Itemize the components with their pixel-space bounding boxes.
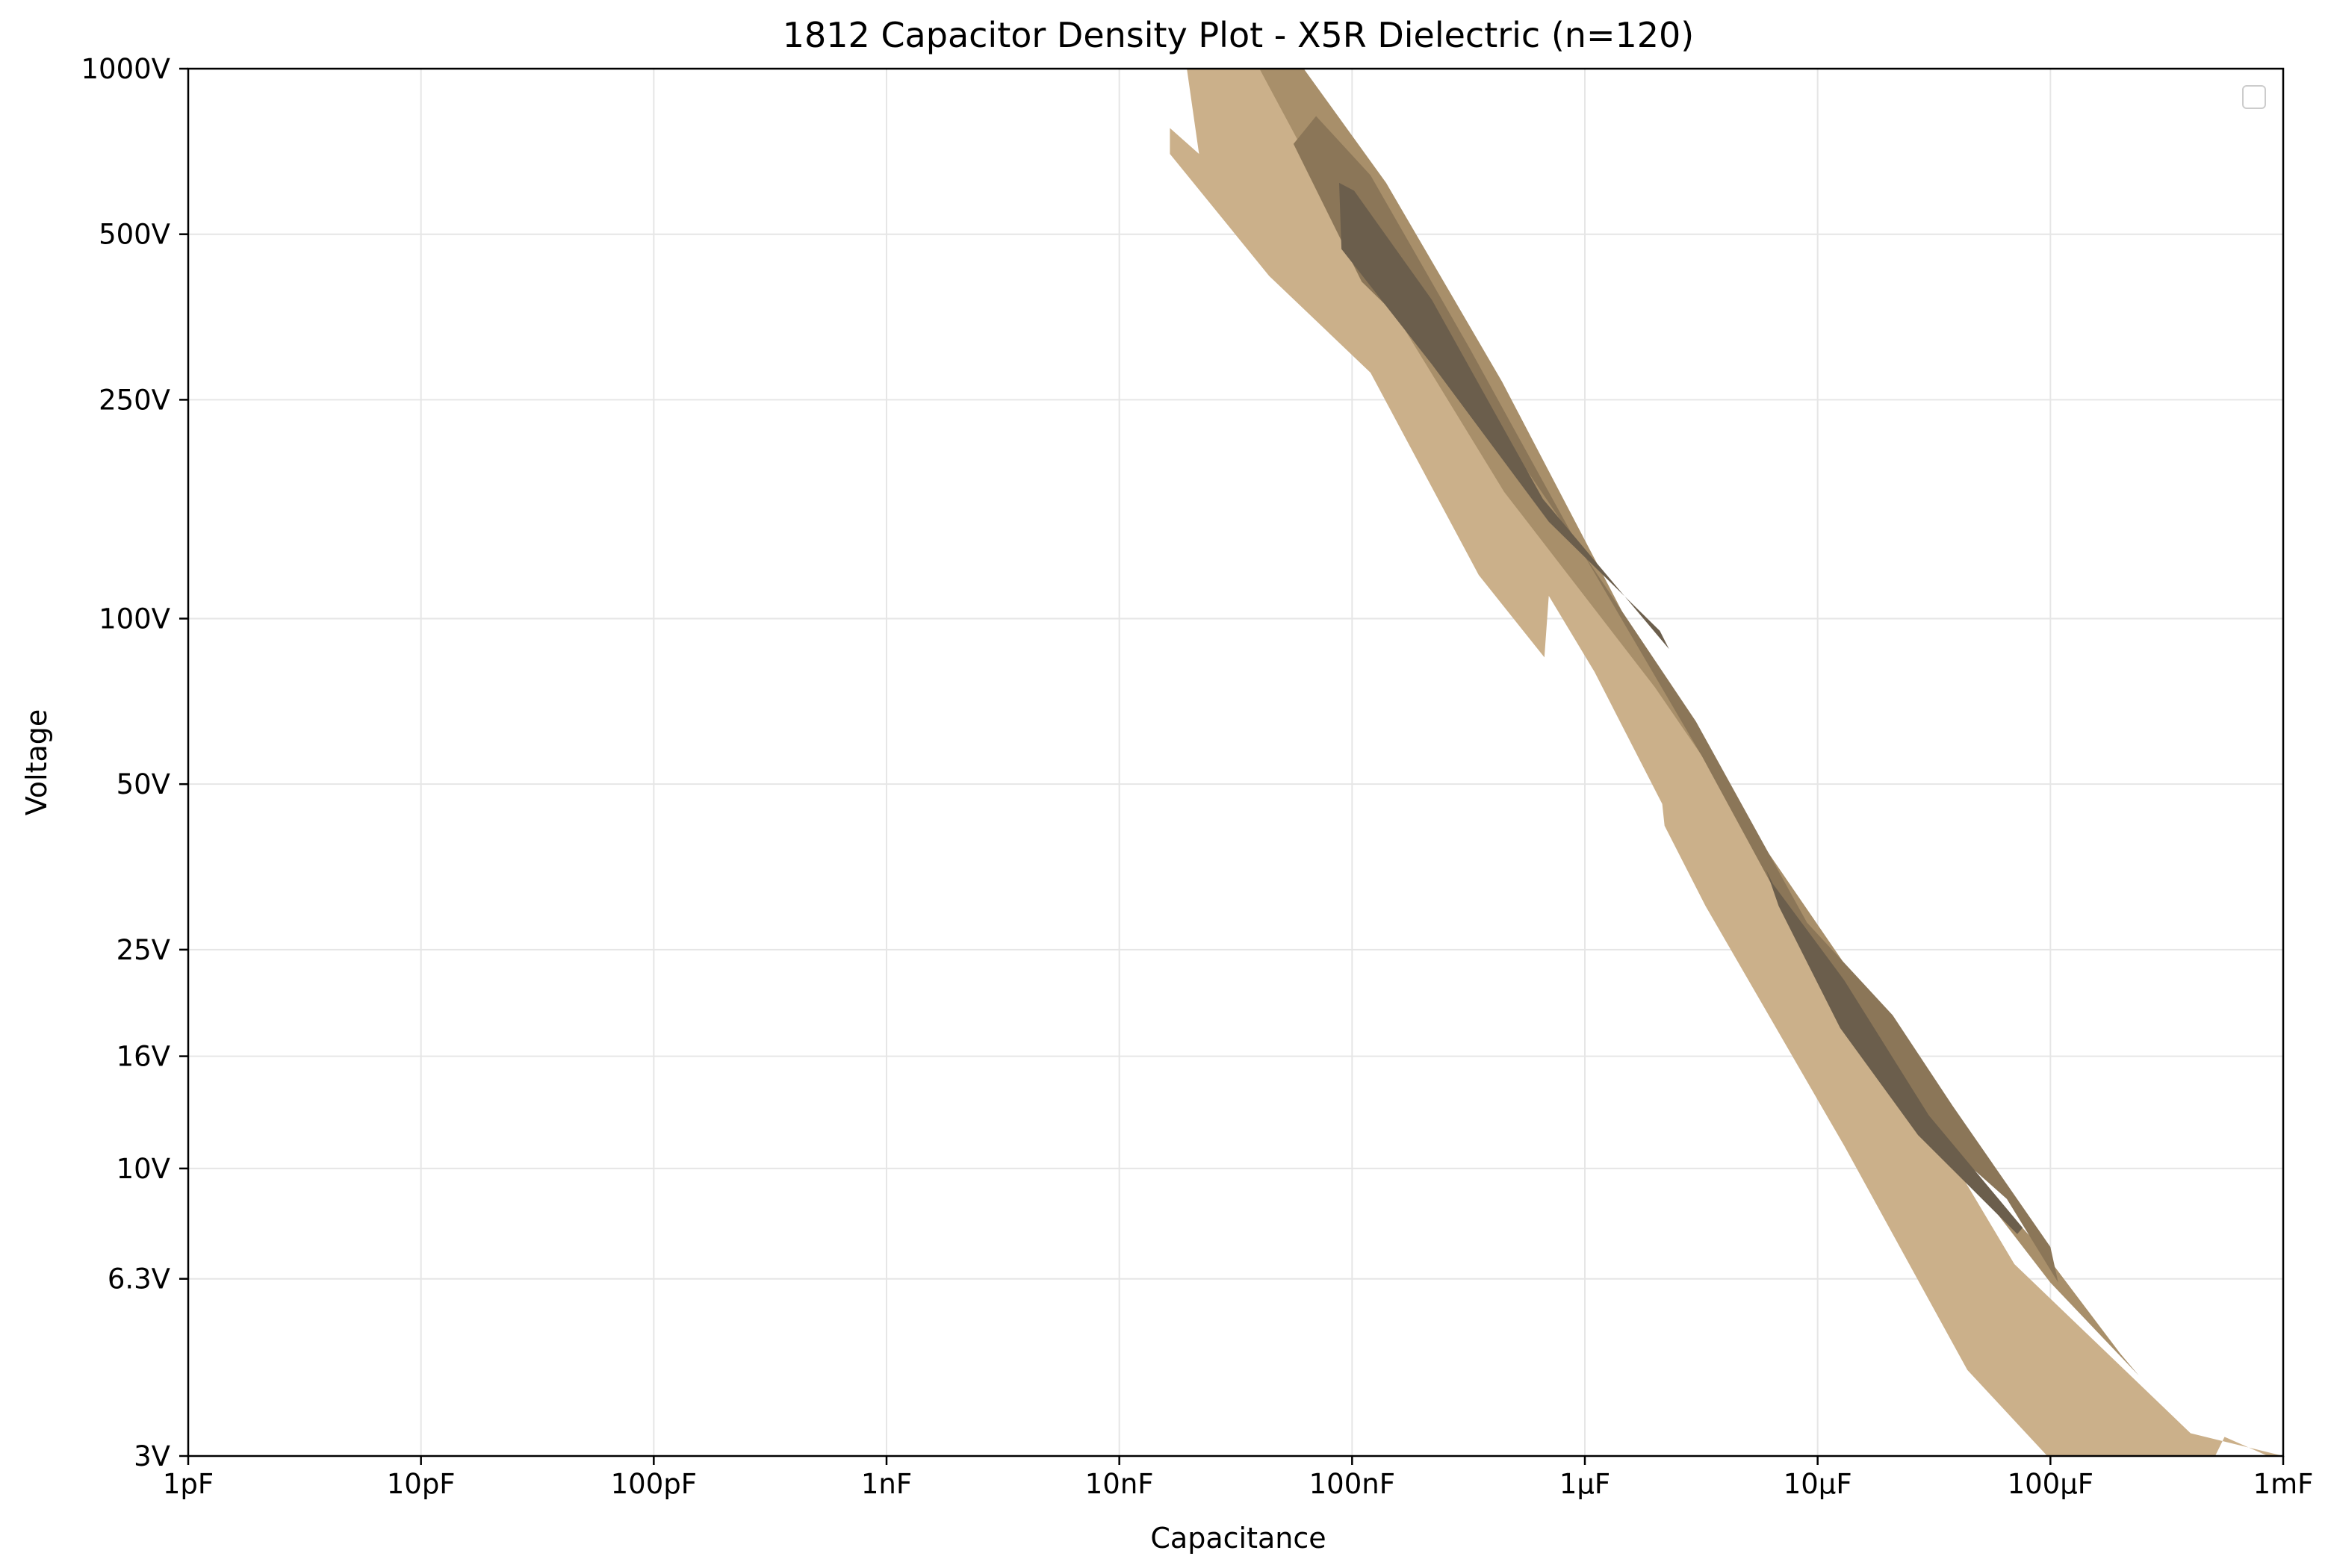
- y-tick-label: 25V: [117, 934, 170, 966]
- y-tick-label: 500V: [99, 219, 170, 251]
- x-tick-label: 1µF: [1559, 1468, 1610, 1500]
- y-tick-label: 50V: [117, 768, 170, 800]
- x-tick-label: 100µF: [2008, 1468, 2093, 1500]
- x-tick-label: 100pF: [611, 1468, 697, 1500]
- x-tick-label: 10nF: [1085, 1468, 1154, 1500]
- y-tick-label: 1000V: [81, 53, 170, 85]
- y-tick-label: 10V: [117, 1153, 170, 1185]
- plot-frame: [187, 67, 2285, 1457]
- axis-ticks: 1pF 10pF 100pF 1nF 10nF 100nF 1µF 10µF 100µF 1mF 3…: [81, 53, 2314, 1500]
- y-tick-label: 250V: [99, 384, 170, 416]
- y-axis-label: Voltage: [20, 709, 53, 816]
- x-tick-label: 10µF: [1784, 1468, 1852, 1500]
- y-tick-label: 100V: [99, 603, 170, 635]
- x-tick-label: 100nF: [1309, 1468, 1395, 1500]
- density-region-level-1: [1170, 69, 2283, 1456]
- x-tick-label: 1pF: [163, 1468, 214, 1500]
- x-axis-label: Capacitance: [1150, 1522, 1326, 1555]
- legend-box[interactable]: [2242, 85, 2266, 109]
- y-tick-label: 3V: [134, 1440, 170, 1472]
- x-tick-label: 10pF: [387, 1468, 456, 1500]
- y-tick-label: 6.3V: [108, 1263, 170, 1295]
- x-tick-label: 1mF: [2253, 1468, 2314, 1500]
- chart-title: 1812 Capacitor Density Plot - X5R Dielec…: [783, 15, 1694, 55]
- plot-area: 1pF 10pF 100pF 1nF 10nF 100nF 1µF 10µF 100µF 1mF 3…: [81, 53, 2314, 1500]
- density-region-level-4: [1339, 182, 1669, 650]
- density-regions: [1170, 69, 2283, 1456]
- y-tick-label: 16V: [117, 1041, 170, 1073]
- x-tick-label: 1nF: [861, 1468, 912, 1500]
- density-region-level-4: [1766, 869, 2023, 1234]
